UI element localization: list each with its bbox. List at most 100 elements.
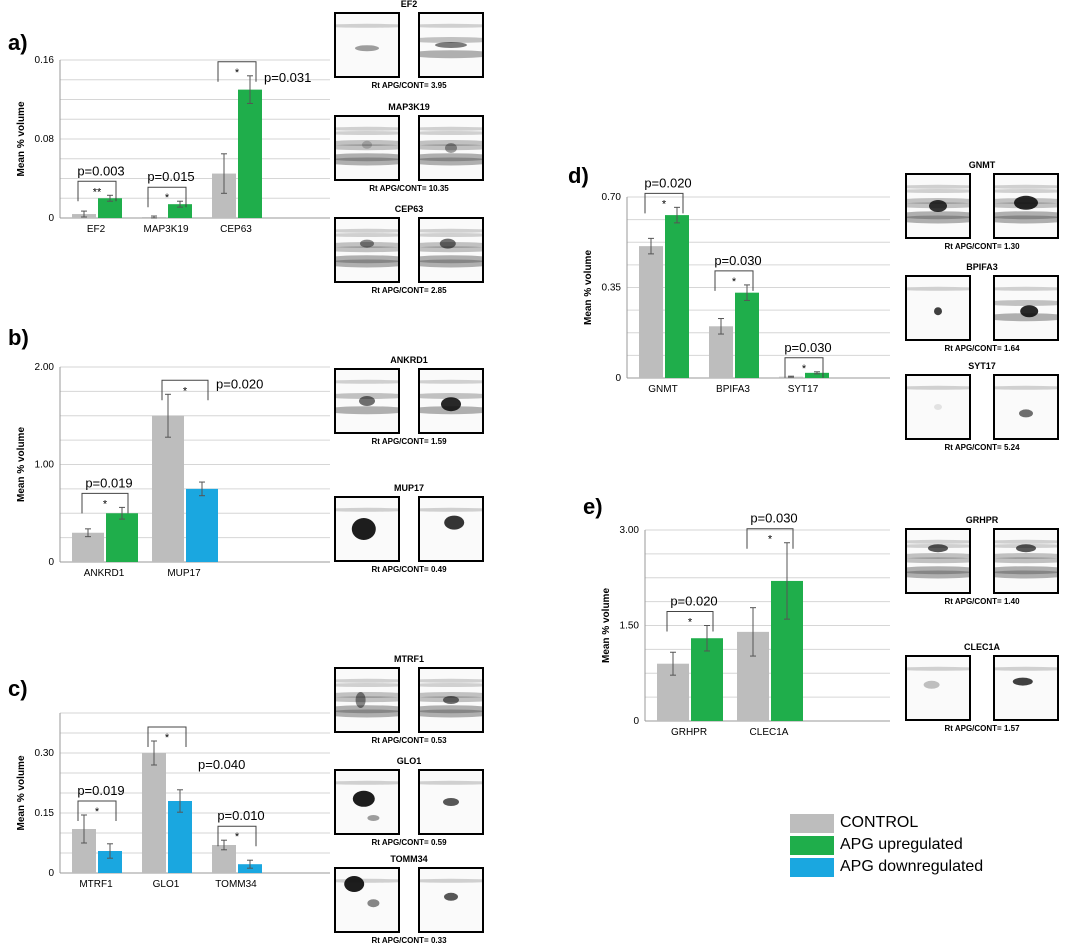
significance-star: * <box>165 192 170 204</box>
gel-image <box>334 217 400 283</box>
gel-streak <box>994 539 1058 544</box>
gel-content <box>335 116 399 180</box>
gel-streak <box>906 553 970 560</box>
gel-content <box>994 276 1058 340</box>
gel-frame <box>905 528 971 594</box>
gel-protein-name: TOMM34 <box>390 854 427 864</box>
gel-content <box>906 276 970 340</box>
p-value-label: p=0.020 <box>670 594 717 609</box>
y-tick-label: 3.00 <box>620 525 640 536</box>
gel-streak <box>419 379 483 384</box>
gel-streak <box>994 566 1058 575</box>
gel-spot <box>1014 195 1038 210</box>
gel-frame <box>418 496 484 562</box>
gel-spot <box>367 815 380 821</box>
gel-protein-name: EF2 <box>401 0 418 9</box>
p-value-label: p=0.040 <box>198 757 245 772</box>
gel-content <box>335 668 399 732</box>
gel-image <box>993 528 1059 594</box>
p-value-label: p=0.030 <box>714 253 761 268</box>
y-tick-label: 0 <box>48 213 54 224</box>
gel-streak <box>419 153 483 162</box>
y-tick-label: 0 <box>48 868 54 879</box>
gel-content <box>419 116 483 180</box>
significance-star: * <box>103 498 108 510</box>
y-tick-label: 1.00 <box>35 460 55 471</box>
gel-content <box>994 375 1058 439</box>
gel-spot <box>444 892 458 901</box>
gel-frame <box>418 368 484 434</box>
gel-streak <box>419 50 483 59</box>
gel-protein-name: MTRF1 <box>394 654 424 664</box>
p-value-label: p=0.019 <box>85 475 132 490</box>
gel-spot <box>352 790 375 807</box>
gel-spot <box>1016 544 1036 553</box>
p-value-label: p=0.019 <box>77 783 124 798</box>
gel-frame <box>905 275 971 341</box>
x-tick-label: ANKRD1 <box>84 568 125 579</box>
gel-content <box>419 770 483 834</box>
gel-streak <box>335 696 399 703</box>
y-tick-label: 1.50 <box>620 621 640 632</box>
gel-frame <box>418 769 484 835</box>
significance-bracket <box>161 379 209 401</box>
gel-spot <box>443 696 459 704</box>
gel-streak <box>419 692 483 699</box>
significance-star: * <box>95 806 100 818</box>
gel-frame <box>993 528 1059 594</box>
significance-bracket <box>147 186 187 208</box>
gel-ratio-label: Rt APG/CONT= 3.95 <box>371 81 447 90</box>
gel-protein-name: GNMT <box>969 160 996 170</box>
gel-content <box>419 218 483 282</box>
gel-streak <box>335 157 399 166</box>
gel-content <box>419 497 483 561</box>
panel-letter-a: a) <box>8 30 28 55</box>
gel-frame <box>418 115 484 181</box>
gel-content <box>335 770 399 834</box>
gel-image <box>993 655 1059 721</box>
gel-streak <box>335 228 399 233</box>
gel-streak <box>906 566 970 575</box>
y-axis-label: Mean % volume <box>16 755 27 830</box>
gel-content <box>906 656 970 720</box>
gel-image <box>334 496 400 562</box>
gel-content <box>335 369 399 433</box>
gel-image <box>334 368 400 434</box>
gel-background <box>419 218 483 282</box>
gel-protein-name: GLO1 <box>397 756 422 766</box>
gel-streak <box>419 393 483 400</box>
gel-streak <box>906 666 970 671</box>
bar <box>168 204 192 218</box>
x-tick-label: CLEC1A <box>750 727 789 738</box>
gel-image <box>418 667 484 733</box>
bar <box>691 638 723 721</box>
significance-bracket <box>666 611 714 632</box>
significance-bracket <box>217 61 257 82</box>
gel-frame <box>334 368 400 434</box>
gel-content <box>419 668 483 732</box>
bar <box>106 513 138 562</box>
gel-image <box>993 275 1059 341</box>
x-tick-label: GNMT <box>648 384 677 395</box>
gel-ratio-label: Rt APG/CONT= 1.30 <box>944 242 1020 251</box>
gel-streak <box>335 683 399 688</box>
bar <box>639 246 663 378</box>
gel-background <box>906 656 970 720</box>
legend-label-control: CONTROL <box>840 814 919 831</box>
gel-streak <box>335 507 399 512</box>
significance-star: * <box>235 67 240 79</box>
gel-spot <box>367 899 380 908</box>
gel-image <box>334 867 400 933</box>
gel-frame <box>418 217 484 283</box>
gel-image <box>993 374 1059 440</box>
legend-swatch-up <box>790 835 834 855</box>
x-tick-label: EF2 <box>87 224 106 235</box>
gel-streak <box>419 228 483 233</box>
gel-background <box>994 656 1058 720</box>
bar <box>709 326 733 378</box>
gel-image <box>334 115 400 181</box>
bar <box>152 415 184 562</box>
gel-spot <box>351 518 376 540</box>
y-tick-label: 0 <box>615 373 621 384</box>
